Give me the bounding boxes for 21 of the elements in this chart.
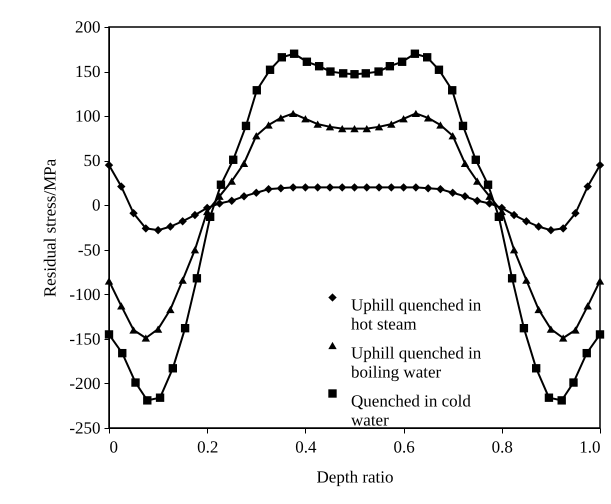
- y-tick-label: 50: [84, 151, 100, 170]
- y-axis-title: Residual stress/MPa: [40, 158, 60, 298]
- y-tick-label: 0: [92, 196, 100, 215]
- x-tick-label: 0.4: [295, 438, 318, 456]
- y-tick-label: -50: [78, 240, 100, 260]
- y-tick-label: -200: [69, 374, 100, 393]
- x-tick-label: 1.0: [579, 438, 600, 456]
- y-tick-label: 100: [75, 106, 100, 126]
- y-tick-label: -100: [69, 284, 100, 304]
- y-tick-label: 150: [75, 62, 100, 82]
- x-tick-label: 0.6: [393, 438, 415, 456]
- y-tick-label: -150: [69, 329, 100, 348]
- legend-label: Uphill quenched in hot steam: [351, 296, 482, 334]
- legend-label: Quenched in cold water: [351, 392, 472, 430]
- x-axis-title: Depth ratio: [316, 468, 394, 486]
- x-tick-label: 0.8: [492, 438, 513, 456]
- y-tick-label: -250: [69, 418, 100, 438]
- legend-label: Uphill quenched in boiling water: [351, 344, 482, 382]
- x-tick-label: 0: [110, 438, 118, 456]
- x-tick-label: 0.2: [197, 438, 218, 456]
- y-tick-label: 200: [75, 18, 100, 36]
